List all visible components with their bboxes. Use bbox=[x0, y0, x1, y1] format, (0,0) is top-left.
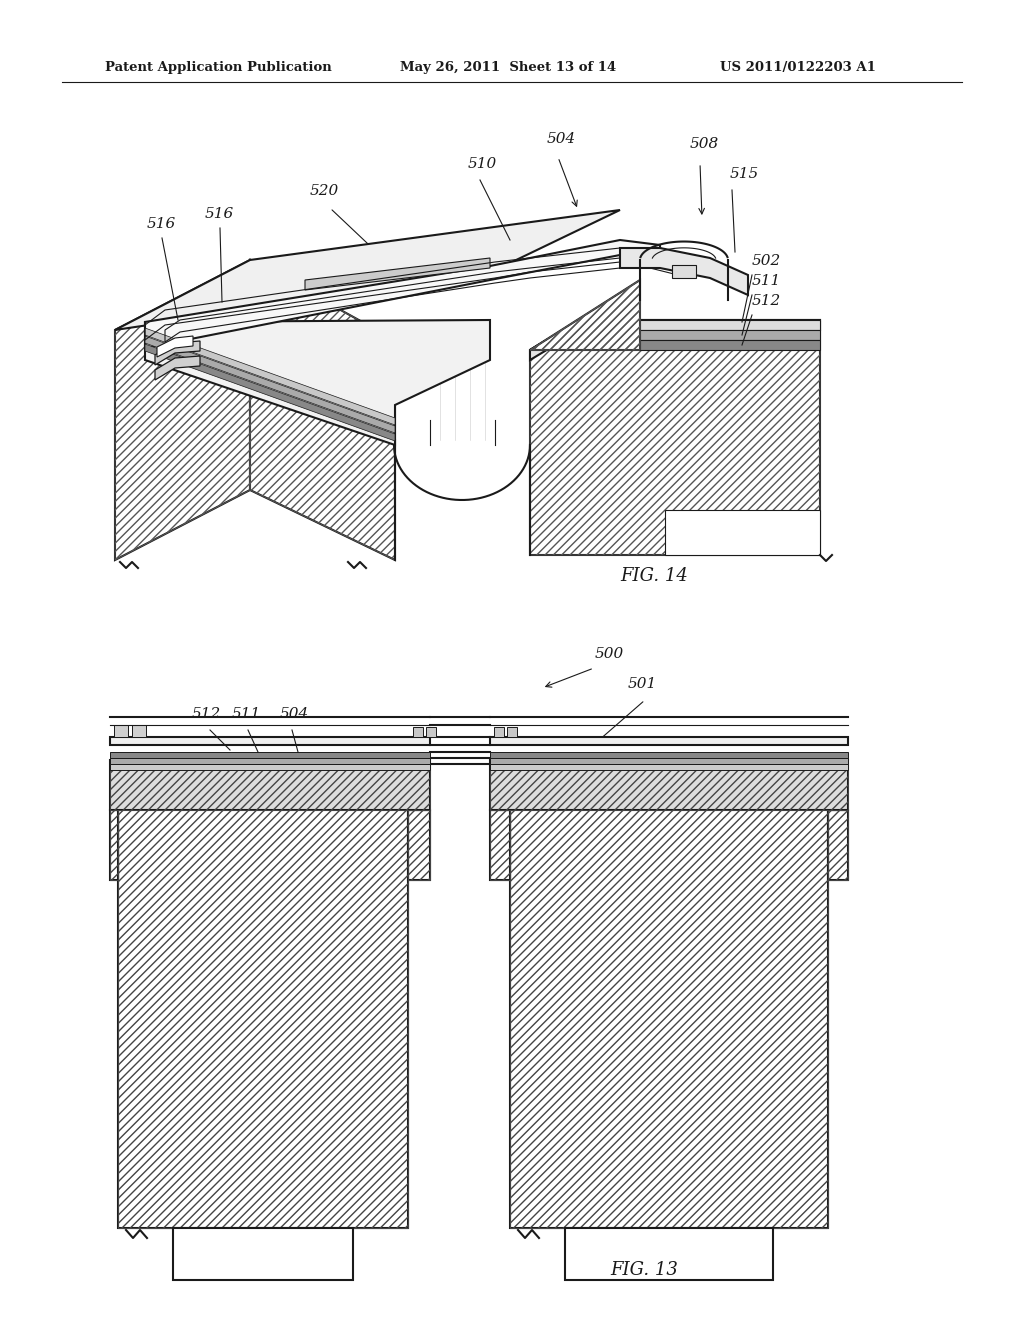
Text: 510: 510 bbox=[468, 157, 498, 172]
Polygon shape bbox=[110, 810, 118, 880]
Polygon shape bbox=[620, 248, 748, 294]
Text: 502: 502 bbox=[752, 253, 781, 268]
Polygon shape bbox=[507, 727, 517, 737]
Polygon shape bbox=[490, 810, 510, 880]
Polygon shape bbox=[145, 327, 395, 425]
Text: 508: 508 bbox=[690, 137, 719, 150]
Text: FIG. 13: FIG. 13 bbox=[610, 1261, 678, 1279]
Polygon shape bbox=[565, 1228, 773, 1280]
Text: 504: 504 bbox=[280, 708, 309, 721]
Polygon shape bbox=[494, 727, 504, 737]
Text: 515: 515 bbox=[730, 168, 759, 181]
Polygon shape bbox=[145, 345, 395, 441]
Text: FIG. 14: FIG. 14 bbox=[620, 568, 688, 585]
Text: 504: 504 bbox=[547, 132, 577, 147]
Polygon shape bbox=[145, 337, 395, 433]
Text: 520: 520 bbox=[310, 183, 339, 198]
Polygon shape bbox=[155, 356, 200, 380]
Text: 511: 511 bbox=[232, 708, 261, 721]
Polygon shape bbox=[672, 265, 696, 279]
Polygon shape bbox=[110, 760, 430, 810]
Polygon shape bbox=[115, 260, 250, 560]
Polygon shape bbox=[110, 764, 430, 770]
Text: Patent Application Publication: Patent Application Publication bbox=[105, 62, 332, 74]
Polygon shape bbox=[640, 319, 820, 330]
Polygon shape bbox=[132, 725, 146, 737]
Polygon shape bbox=[110, 752, 430, 758]
Polygon shape bbox=[110, 737, 430, 744]
Polygon shape bbox=[114, 725, 128, 737]
Text: 511: 511 bbox=[752, 275, 781, 288]
Polygon shape bbox=[490, 752, 848, 758]
Polygon shape bbox=[640, 330, 820, 341]
Polygon shape bbox=[530, 280, 640, 350]
Polygon shape bbox=[828, 810, 848, 880]
Polygon shape bbox=[115, 210, 620, 330]
Polygon shape bbox=[490, 764, 848, 770]
Text: 516: 516 bbox=[205, 207, 234, 220]
Polygon shape bbox=[118, 760, 408, 1228]
Polygon shape bbox=[305, 257, 490, 290]
Polygon shape bbox=[665, 510, 820, 554]
Polygon shape bbox=[413, 727, 423, 737]
Polygon shape bbox=[510, 760, 828, 1228]
Polygon shape bbox=[110, 758, 430, 764]
Text: May 26, 2011  Sheet 13 of 14: May 26, 2011 Sheet 13 of 14 bbox=[400, 62, 616, 74]
Polygon shape bbox=[145, 319, 490, 445]
Polygon shape bbox=[173, 1228, 353, 1280]
Polygon shape bbox=[490, 760, 848, 810]
Polygon shape bbox=[426, 727, 436, 737]
Polygon shape bbox=[157, 337, 193, 356]
Text: 512: 512 bbox=[193, 708, 221, 721]
Text: US 2011/0122203 A1: US 2011/0122203 A1 bbox=[720, 62, 876, 74]
Text: 516: 516 bbox=[147, 216, 176, 231]
Polygon shape bbox=[490, 758, 848, 764]
Text: 512: 512 bbox=[752, 294, 781, 308]
Polygon shape bbox=[145, 240, 660, 348]
Polygon shape bbox=[530, 319, 820, 554]
Text: 500: 500 bbox=[595, 647, 625, 661]
Polygon shape bbox=[640, 341, 820, 350]
Polygon shape bbox=[155, 341, 200, 366]
Polygon shape bbox=[408, 810, 430, 880]
Polygon shape bbox=[530, 319, 820, 360]
Polygon shape bbox=[490, 737, 848, 744]
Text: 501: 501 bbox=[628, 677, 657, 690]
Polygon shape bbox=[250, 260, 395, 560]
